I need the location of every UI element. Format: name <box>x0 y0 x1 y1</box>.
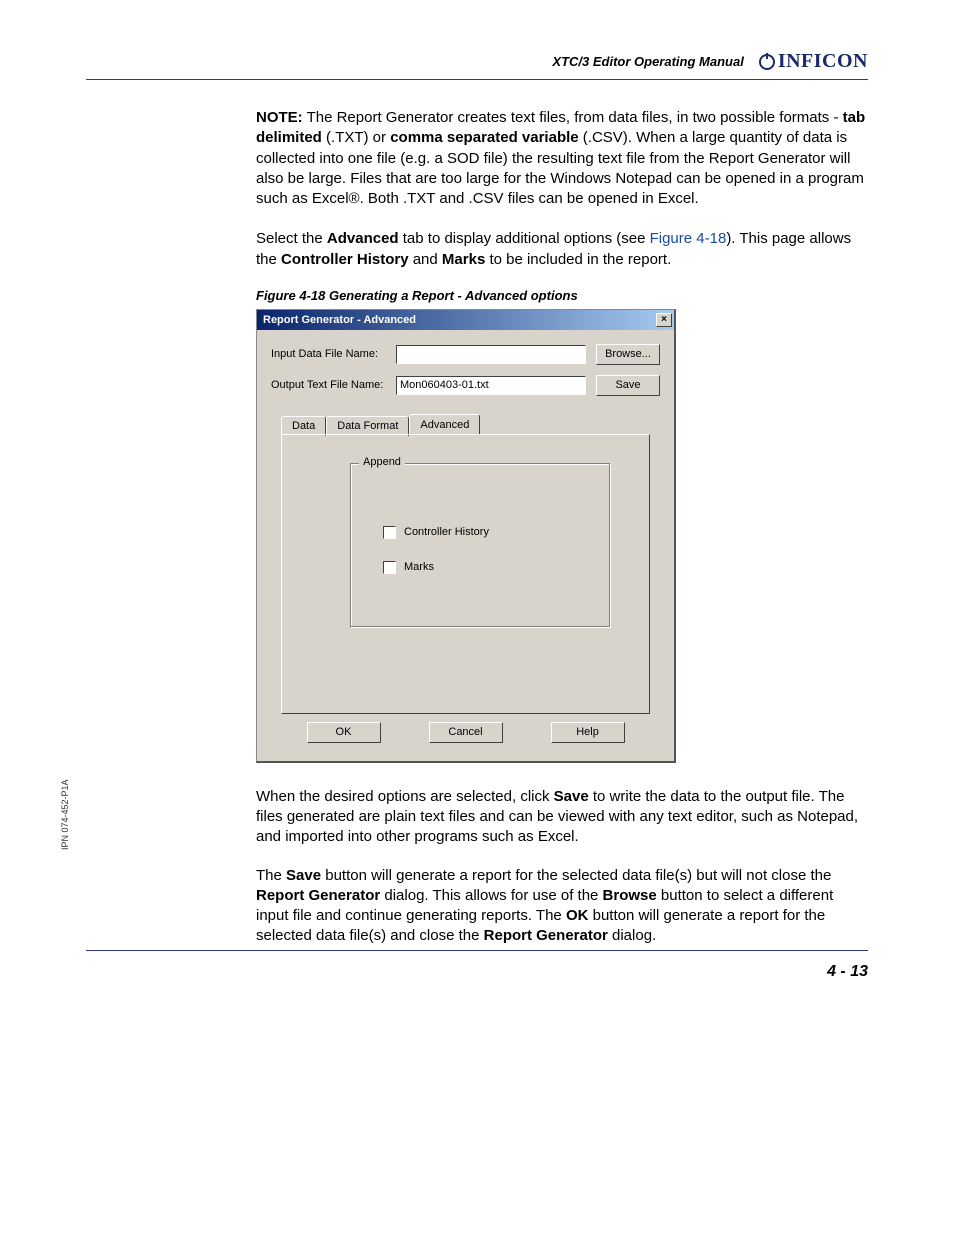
input-file-label: Input Data File Name: <box>271 348 396 360</box>
dialog-footer: OK Cancel Help <box>271 714 660 745</box>
intro-mid3: and <box>409 251 442 268</box>
note-label: NOTE: <box>256 109 303 126</box>
save-button[interactable]: Save <box>596 375 660 396</box>
p1-b1: Save <box>554 788 589 805</box>
intro-b1: Advanced <box>327 230 399 247</box>
controller-history-checkbox[interactable] <box>383 526 396 539</box>
p1-pre: When the desired options are selected, c… <box>256 788 554 805</box>
brand-logo: INFICON <box>758 50 868 73</box>
intro-b2: Controller History <box>281 251 409 268</box>
note-bold-2: comma separated variable <box>390 129 578 146</box>
ok-button[interactable]: OK <box>307 722 381 743</box>
p2-tail: dialog. <box>608 927 656 944</box>
post-paragraph-2: The Save button will generate a report f… <box>256 866 868 947</box>
p2-b2: Report Generator <box>256 887 380 904</box>
marks-label: Marks <box>404 561 434 573</box>
browse-button[interactable]: Browse... <box>596 344 660 365</box>
groupbox-title: Append <box>359 456 405 468</box>
manual-title: XTC/3 Editor Operating Manual <box>552 54 743 69</box>
note-block: NOTE: The Report Generator creates text … <box>256 108 868 209</box>
tab-strip: Data Data Format Advanced <box>281 414 650 434</box>
figure-reference[interactable]: Figure 4-18 <box>650 230 727 247</box>
tab-panel-advanced: Append Controller History Marks <box>281 434 650 714</box>
tab-advanced[interactable]: Advanced <box>409 414 480 434</box>
p2-b1: Save <box>286 867 321 884</box>
input-file-field[interactable] <box>396 345 586 364</box>
intro-b3: Marks <box>442 251 485 268</box>
p2-b3: Browse <box>603 887 657 904</box>
dialog-titlebar: Report Generator - Advanced × <box>257 310 674 330</box>
p2-b5: Report Generator <box>484 927 608 944</box>
help-button[interactable]: Help <box>551 722 625 743</box>
cancel-button[interactable]: Cancel <box>429 722 503 743</box>
post-paragraph-1: When the desired options are selected, c… <box>256 787 868 848</box>
output-file-label: Output Text File Name: <box>271 379 396 391</box>
figure-caption: Figure 4-18 Generating a Report - Advanc… <box>256 288 868 303</box>
p2-m2: dialog. This allows for use of the <box>380 887 602 904</box>
tab-data-format[interactable]: Data Format <box>326 416 409 436</box>
intro-pre: Select the <box>256 230 327 247</box>
page-number: 4 - 13 <box>827 963 868 980</box>
report-generator-dialog: Report Generator - Advanced × Input Data… <box>256 309 676 763</box>
note-text-1: The Report Generator creates text files,… <box>307 109 843 126</box>
side-ipn-text: IPN 074-452-P1A <box>60 779 70 850</box>
tab-data[interactable]: Data <box>281 416 326 436</box>
intro-tail: to be included in the report. <box>485 251 671 268</box>
dialog-title: Report Generator - Advanced <box>263 314 416 326</box>
close-button[interactable]: × <box>656 313 672 327</box>
output-file-field[interactable] <box>396 376 586 395</box>
page-footer: 4 - 13 <box>86 950 868 981</box>
intro-mid1: tab to display additional options (see <box>399 230 650 247</box>
page-header: XTC/3 Editor Operating Manual INFICON <box>86 50 868 80</box>
p2-m1: button will generate a report for the se… <box>321 867 831 884</box>
p2-pre: The <box>256 867 286 884</box>
brand-text: INFICON <box>778 50 868 73</box>
p2-b4: OK <box>566 907 589 924</box>
append-groupbox: Append Controller History Marks <box>350 463 610 627</box>
marks-checkbox[interactable] <box>383 561 396 574</box>
logo-icon <box>758 53 776 71</box>
intro-paragraph: Select the Advanced tab to display addit… <box>256 229 868 270</box>
note-mid-1: (.TXT) or <box>322 129 390 146</box>
controller-history-label: Controller History <box>404 526 489 538</box>
close-icon: × <box>661 315 667 325</box>
